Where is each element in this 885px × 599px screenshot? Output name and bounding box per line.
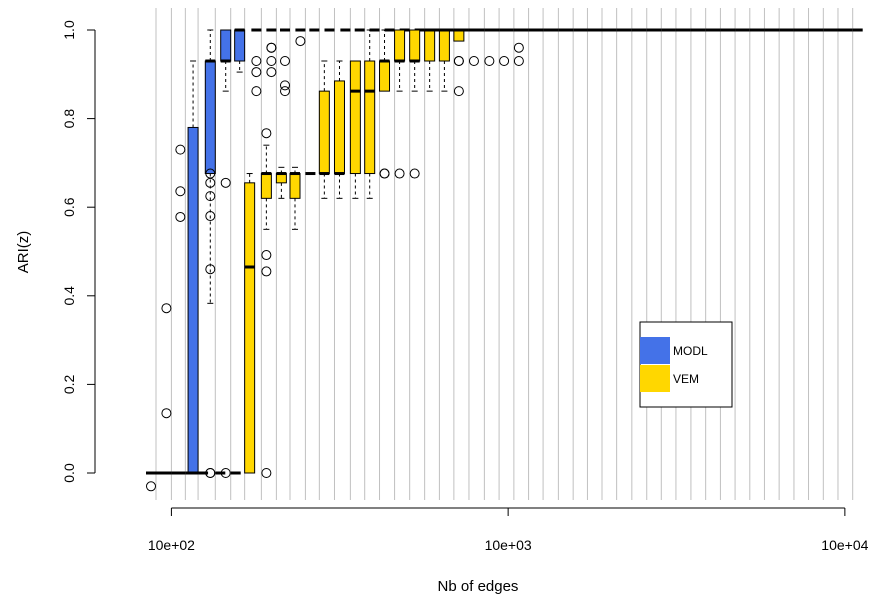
box — [244, 182, 256, 474]
boxes — [146, 28, 863, 492]
outlier-point — [261, 468, 272, 478]
box — [409, 29, 421, 62]
x-tick-label: 10e+04 — [821, 537, 868, 553]
box — [318, 90, 330, 175]
outlier-point — [205, 211, 216, 222]
series-vem — [156, 28, 863, 478]
outlier-point — [394, 168, 405, 179]
box — [349, 60, 361, 175]
box — [364, 60, 376, 175]
outlier-point — [468, 56, 479, 67]
box — [187, 126, 199, 474]
y-tick-label: 1.0 — [61, 20, 77, 40]
y-axis-label: ARI(z) — [15, 231, 32, 274]
outlier-point — [161, 303, 172, 314]
outlier-point — [266, 42, 277, 53]
outlier-point — [175, 211, 186, 222]
outlier-point — [295, 36, 306, 47]
outlier-point — [175, 144, 186, 155]
outlier-point — [266, 56, 277, 67]
outlier-point — [205, 264, 216, 275]
legend-label-vem: VEM — [673, 372, 699, 386]
box — [204, 60, 216, 175]
outlier-point — [453, 86, 464, 97]
x-tick-label: 10e+03 — [485, 537, 532, 553]
x-axis-label: Nb of edges — [438, 578, 519, 595]
y-tick-label: 0.6 — [61, 197, 77, 217]
outlier-point — [513, 56, 524, 67]
box — [424, 29, 436, 62]
box — [234, 29, 246, 62]
box — [333, 80, 345, 175]
box — [379, 60, 391, 92]
legend-swatch-modl — [640, 337, 670, 364]
outlier-point — [251, 86, 262, 97]
outlier-point — [484, 56, 495, 67]
outlier-point — [161, 408, 172, 419]
box — [438, 29, 450, 62]
y-tick-label: 0.2 — [61, 374, 77, 394]
outlier-point — [220, 177, 231, 188]
outlier-point — [499, 56, 510, 67]
outlier-point — [379, 168, 390, 179]
outlier-point — [251, 56, 262, 67]
box — [220, 29, 232, 62]
outlier-point — [266, 67, 277, 78]
y-tick-label: 0.0 — [61, 463, 77, 483]
outlier-point — [453, 56, 464, 67]
box — [453, 29, 465, 42]
outlier-point — [175, 186, 186, 197]
y-tick-label: 0.8 — [61, 109, 77, 129]
legend-swatch-vem — [640, 365, 670, 392]
outlier-point — [409, 168, 420, 179]
y-tick-label: 0.4 — [61, 286, 77, 306]
legend: MODL VEM — [639, 321, 733, 408]
legend-label-modl: MODL — [673, 344, 708, 358]
box — [394, 29, 406, 62]
outlier-point — [261, 266, 272, 277]
x-tick-label: 10e+02 — [148, 537, 195, 553]
outlier-point — [205, 191, 216, 202]
axes: 10e+02 10e+03 10e+04 0.0 0.2 0.4 0.6 0.8 1.0 — [61, 20, 869, 553]
outlier-point — [205, 168, 216, 179]
outlier-point — [279, 80, 290, 91]
gridlines — [155, 8, 854, 500]
outlier-point — [146, 481, 156, 492]
outlier-point — [261, 128, 272, 139]
outlier-point — [513, 42, 524, 53]
outlier-point — [261, 250, 272, 261]
box — [289, 173, 301, 199]
outlier-point — [279, 86, 290, 97]
outlier-point — [279, 56, 290, 67]
legend-box — [639, 321, 733, 408]
outlier-point — [251, 67, 262, 78]
box — [260, 173, 272, 199]
